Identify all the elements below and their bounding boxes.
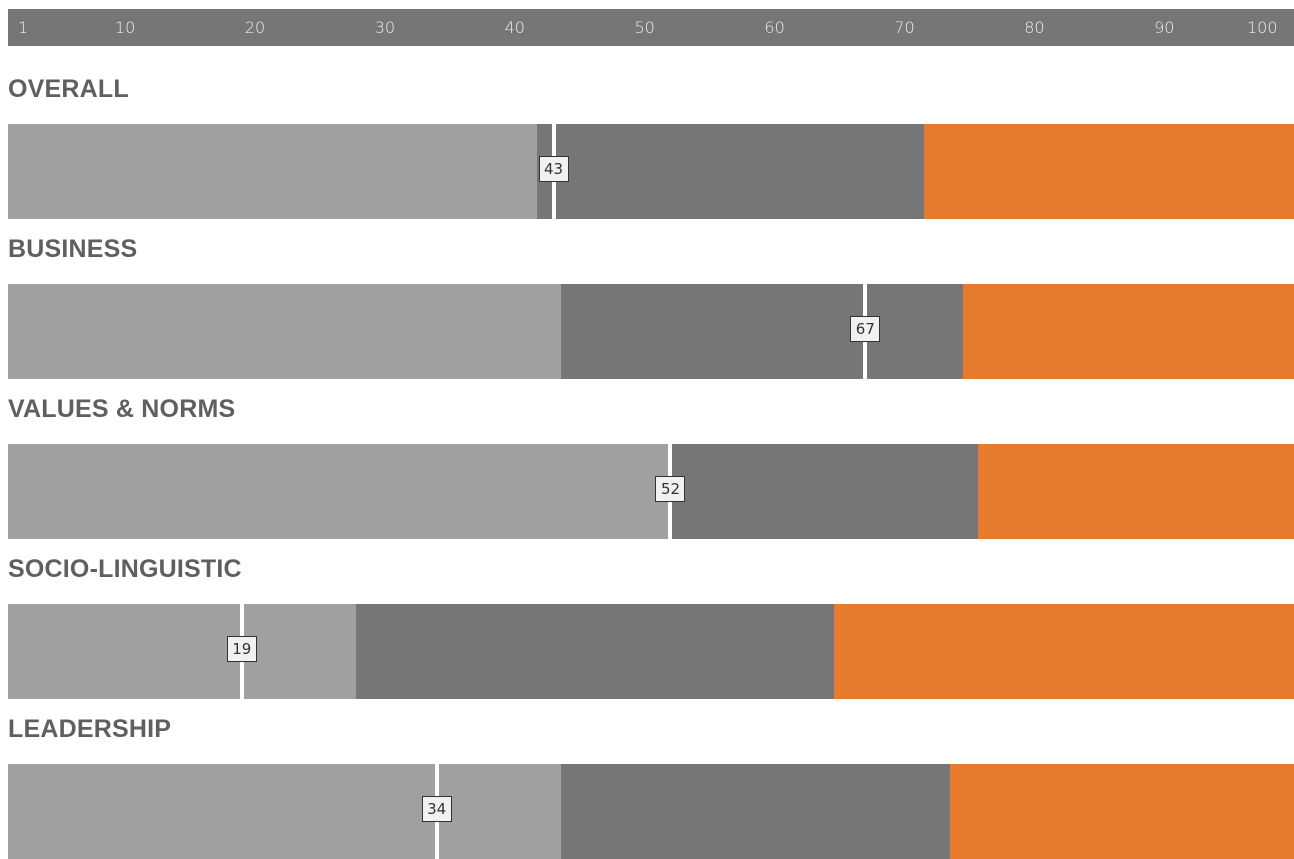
low-segment — [8, 604, 357, 699]
mid-segment — [561, 284, 963, 379]
tick-label-70: 70 — [894, 18, 915, 37]
score-label: 67 — [850, 316, 881, 342]
tick-label-50: 50 — [634, 18, 655, 37]
tick-label-80: 80 — [1024, 18, 1045, 37]
high-segment — [834, 604, 1294, 699]
tick-label-60: 60 — [764, 18, 785, 37]
row-title-overall: OVERALL — [8, 75, 129, 103]
mid-segment — [561, 764, 950, 859]
tick-label-10: 10 — [114, 18, 136, 37]
score-label: 34 — [421, 796, 452, 822]
mid-segment — [667, 444, 979, 539]
score-label: 19 — [226, 636, 257, 662]
tick-label-1: 1 — [18, 18, 29, 37]
row-title-socio-linguistic: SOCIO-LINGUISTIC — [8, 555, 242, 583]
high-segment — [962, 284, 1294, 379]
score-bar-business: 67 — [8, 284, 1294, 379]
tick-label-20: 20 — [244, 18, 266, 37]
tick-label-30: 30 — [374, 18, 396, 37]
scale-axis: 1 10 20 30 40 50 60 70 80 90 100 — [8, 9, 1294, 46]
tick-label-40: 40 — [504, 18, 525, 37]
mid-segment — [356, 604, 835, 699]
score-label: 43 — [538, 156, 569, 182]
tick-label-90: 90 — [1154, 18, 1175, 37]
low-segment — [8, 124, 537, 219]
score-bar-leadership: 34 — [8, 764, 1294, 859]
mid-segment — [536, 124, 924, 219]
high-segment — [923, 124, 1294, 219]
low-segment — [8, 284, 562, 379]
row-title-leadership: LEADERSHIP — [8, 715, 172, 743]
tick-label-100: 100 — [1247, 18, 1278, 37]
score-label: 52 — [655, 476, 686, 502]
high-segment — [978, 444, 1294, 539]
high-segment — [949, 764, 1294, 859]
row-title-values-norms: VALUES & NORMS — [8, 395, 236, 423]
score-bar-overall: 43 — [8, 124, 1294, 219]
low-segment — [8, 444, 668, 539]
row-title-business: BUSINESS — [8, 235, 138, 263]
low-segment — [8, 764, 562, 859]
score-bar-socio-linguistic: 19 — [8, 604, 1294, 699]
score-bar-values-norms: 52 — [8, 444, 1294, 539]
